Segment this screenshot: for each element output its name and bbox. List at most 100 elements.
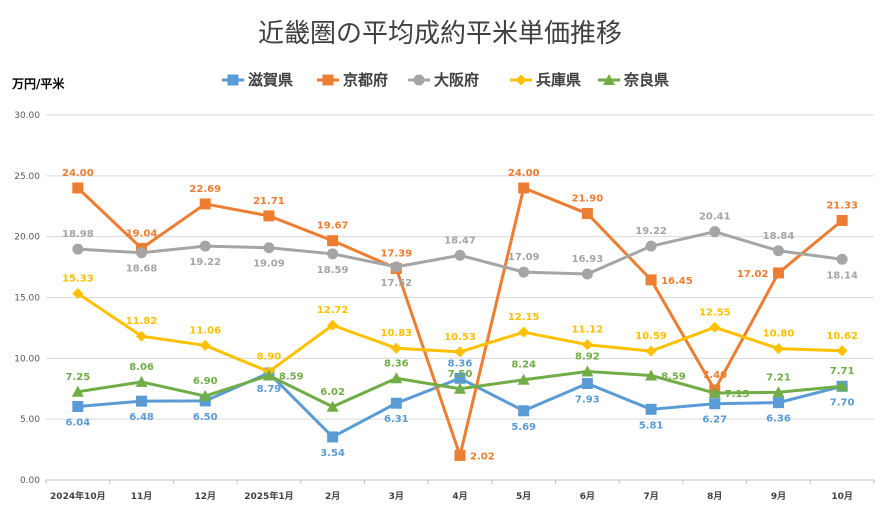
data-label: 8.24 [511, 360, 536, 371]
data-point [772, 267, 784, 279]
data-point [645, 403, 657, 415]
data-point [327, 248, 339, 260]
data-point [581, 268, 593, 280]
chart-title: 近畿圏の平均成約平米単価推移 [258, 19, 622, 49]
data-label: 8.36 [384, 358, 409, 369]
legend-label: 兵庫県 [536, 71, 581, 89]
x-tick-label: 3月 [389, 491, 404, 502]
data-label: 8.59 [279, 371, 304, 382]
x-tick-label: 2024年10月 [50, 490, 106, 502]
x-tick-label: 7月 [643, 491, 658, 502]
data-point [645, 345, 657, 357]
data-point [199, 198, 211, 210]
data-label: 24.00 [62, 168, 94, 179]
data-label: 7.70 [830, 397, 855, 408]
data-point [327, 235, 339, 247]
x-tick-label: 8月 [707, 491, 722, 502]
x-tick-label: 5月 [516, 491, 531, 502]
legend-swatch-marker [515, 74, 527, 86]
data-label: 18.47 [444, 235, 476, 246]
data-label: 20.41 [699, 212, 731, 223]
data-point [72, 243, 84, 255]
data-point [518, 405, 530, 417]
data-point [836, 253, 848, 265]
y-tick-label: 15.00 [14, 294, 40, 304]
y-tick-label: 5.00 [20, 415, 40, 425]
data-point [709, 398, 721, 410]
data-label: 19.22 [635, 226, 667, 237]
data-label: 7.50 [448, 369, 473, 380]
y-axis-ticks: 0.00 5.00 10.00 15.00 20.00 25.00 30.00 [14, 111, 40, 486]
data-point [454, 346, 466, 358]
data-label: 5.69 [511, 422, 536, 433]
data-point [645, 240, 657, 252]
data-label: 10.53 [444, 332, 476, 343]
data-point [709, 226, 721, 238]
data-point [645, 274, 657, 286]
data-point [136, 247, 148, 259]
series-4 [72, 287, 848, 378]
data-label: 6.04 [66, 418, 91, 429]
legend-swatch-marker [603, 74, 615, 85]
data-point [71, 385, 84, 397]
data-point [518, 182, 530, 194]
legend-swatch-marker [413, 74, 425, 86]
data-point [199, 240, 211, 252]
data-point [454, 372, 466, 384]
data-label: 11.82 [126, 316, 158, 327]
data-point [72, 287, 84, 299]
data-point [390, 397, 402, 409]
data-point [327, 431, 339, 443]
data-label: 21.90 [572, 194, 604, 205]
data-point [581, 208, 593, 220]
x-tick-label: 9月 [771, 491, 786, 502]
data-label: 7.21 [766, 372, 791, 383]
data-label: 18.84 [763, 231, 795, 242]
legend-item: 奈良県 [598, 71, 669, 89]
data-label: 17.52 [380, 278, 412, 289]
data-label: 22.69 [189, 184, 221, 195]
data-label: 19.22 [189, 257, 221, 268]
data-point [772, 386, 785, 398]
series-3 [72, 226, 848, 280]
data-label: 19.04 [126, 228, 158, 239]
y-axis-unit-label: 万円/平米 [11, 76, 65, 91]
data-label: 12.15 [508, 312, 540, 323]
data-point [263, 210, 275, 222]
legend: 滋賀県 京都府 大阪府 兵庫県 奈良県 [222, 71, 669, 89]
data-point [581, 365, 594, 377]
data-point [135, 375, 148, 387]
data-label: 18.68 [126, 264, 158, 275]
data-label: 15.33 [62, 273, 94, 284]
data-point [454, 249, 466, 261]
data-point [263, 242, 275, 254]
data-label: 24.00 [508, 168, 540, 179]
data-point [390, 261, 402, 273]
data-point [454, 449, 466, 461]
data-label: 8.59 [661, 371, 686, 382]
legend-label: 奈良県 [623, 71, 669, 89]
data-point [581, 378, 593, 390]
x-tick-label: 11月 [131, 491, 153, 502]
data-label: 21.33 [826, 200, 858, 211]
data-label: 7.93 [575, 395, 600, 406]
data-label: 18.14 [826, 270, 858, 281]
y-tick-label: 0.00 [20, 476, 40, 486]
data-label: 8.06 [129, 362, 154, 373]
data-point [517, 373, 530, 385]
data-label: 7.40 [702, 370, 727, 381]
data-label: 12.72 [317, 305, 349, 316]
data-label: 11.12 [572, 325, 604, 336]
data-point [581, 339, 593, 351]
x-tick-label: 2月 [325, 491, 340, 502]
data-label: 6.36 [766, 414, 791, 425]
legend-swatch-marker [227, 74, 239, 86]
legend-item: 大阪府 [408, 71, 479, 89]
data-point [645, 369, 658, 381]
data-point [199, 390, 212, 402]
data-label: 3.54 [320, 448, 345, 459]
data-label: 11.06 [189, 325, 221, 336]
data-point [262, 369, 275, 381]
